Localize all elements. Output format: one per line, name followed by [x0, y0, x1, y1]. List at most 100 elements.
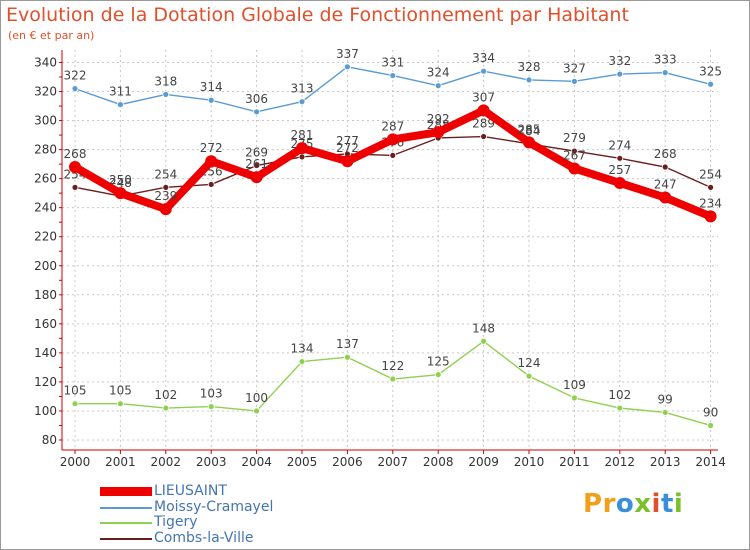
- data-point-tigery: [389, 375, 397, 383]
- logo-letter: i: [673, 489, 684, 519]
- data-point-tigery: [571, 394, 578, 402]
- data-point-moissy-cramayel: [707, 80, 714, 88]
- data-label-moissy-cramayel: 318: [154, 74, 177, 88]
- data-point-moissy-cramayel: [480, 67, 488, 75]
- data-label-combs-la-ville: 279: [563, 131, 586, 145]
- x-tick-label: 2004: [241, 455, 272, 469]
- data-point-combs-la-ville: [389, 152, 397, 159]
- y-tick-label: 260: [34, 172, 57, 186]
- x-tick-label: 2003: [196, 455, 227, 469]
- data-label-lieusaint: 285: [518, 122, 541, 136]
- legend-label: Combs-la-Ville: [154, 529, 254, 546]
- data-label-combs-la-ville: 269: [245, 146, 268, 160]
- data-label-moissy-cramayel: 327: [563, 61, 586, 75]
- data-point-moissy-cramayel: [343, 63, 351, 71]
- chart-subtitle: (en € et par an): [8, 29, 95, 42]
- data-point-combs-la-ville: [661, 163, 669, 171]
- data-point-tigery: [525, 372, 533, 380]
- y-tick-label: 300: [34, 114, 57, 128]
- y-tick-label: 340: [34, 55, 57, 69]
- data-label-lieusaint: 307: [472, 90, 495, 104]
- data-point-lieusaint: [659, 191, 672, 204]
- data-point-lieusaint: [250, 171, 263, 184]
- data-label-moissy-cramayel: 337: [336, 47, 359, 61]
- data-point-moissy-cramayel: [571, 77, 578, 85]
- data-label-combs-la-ville: 268: [654, 147, 677, 161]
- data-point-tigery: [480, 337, 488, 345]
- y-tick-label: 160: [34, 317, 57, 331]
- data-label-lieusaint: 257: [608, 163, 631, 177]
- logo-letter: x: [634, 489, 652, 519]
- data-label-tigery: 137: [336, 337, 359, 351]
- data-label-moissy-cramayel: 313: [291, 82, 314, 96]
- data-point-tigery: [434, 371, 442, 379]
- plot-area: [62, 50, 718, 450]
- data-label-lieusaint: 250: [109, 173, 132, 187]
- y-tick-label: 240: [34, 201, 57, 215]
- y-tick-label: 280: [34, 143, 57, 157]
- y-tick-label: 200: [34, 259, 57, 273]
- data-point-moissy-cramayel: [661, 69, 669, 77]
- data-point-combs-la-ville: [707, 183, 714, 191]
- legend-swatch: [100, 487, 152, 496]
- data-point-moissy-cramayel: [616, 70, 624, 78]
- data-point-tigery: [71, 400, 79, 408]
- data-point-combs-la-ville: [71, 183, 79, 191]
- x-tick-label: 2005: [287, 455, 318, 469]
- data-label-tigery: 102: [154, 388, 177, 402]
- data-label-combs-la-ville: 254: [699, 167, 722, 181]
- y-tick-label: 100: [34, 404, 57, 418]
- data-label-combs-la-ville: 289: [472, 117, 495, 131]
- data-point-combs-la-ville: [298, 153, 306, 161]
- data-point-lieusaint: [205, 155, 218, 168]
- x-tick-label: 2008: [423, 455, 454, 469]
- x-tick-label: 2012: [605, 455, 636, 469]
- data-point-tigery: [162, 404, 170, 412]
- data-label-moissy-cramayel: 331: [381, 56, 404, 70]
- data-point-tigery: [616, 404, 624, 412]
- data-point-lieusaint: [704, 210, 717, 223]
- data-point-combs-la-ville: [480, 133, 488, 140]
- data-label-lieusaint: 247: [654, 178, 677, 192]
- logo-letter: o: [615, 489, 635, 519]
- legend-label: Tigery: [154, 514, 198, 530]
- data-label-lieusaint: 267: [563, 148, 586, 162]
- logo-letter: i: [651, 489, 661, 519]
- legend-swatch: [100, 506, 152, 509]
- data-label-moissy-cramayel: 334: [472, 51, 495, 65]
- data-label-tigery: 134: [291, 342, 314, 356]
- x-tick-label: 2013: [650, 455, 681, 469]
- data-label-combs-la-ville: 254: [154, 167, 177, 181]
- data-point-lieusaint: [341, 155, 354, 168]
- data-point-moissy-cramayel: [117, 101, 124, 108]
- data-label-moissy-cramayel: 332: [608, 54, 631, 68]
- data-point-moissy-cramayel: [298, 98, 306, 106]
- chart-title: Evolution de la Dotation Globale de Fonc…: [6, 4, 629, 26]
- data-label-tigery: 90: [703, 405, 718, 419]
- data-label-tigery: 125: [427, 355, 450, 369]
- data-point-combs-la-ville: [207, 181, 215, 188]
- data-point-combs-la-ville: [253, 162, 261, 169]
- data-label-lieusaint: 234: [699, 196, 722, 210]
- data-label-lieusaint: 261: [245, 157, 268, 171]
- x-tick-label: 2011: [559, 455, 590, 469]
- x-tick-label: 2010: [514, 455, 545, 469]
- data-label-tigery: 102: [608, 388, 631, 402]
- data-point-lieusaint: [386, 133, 399, 146]
- logo-letter: r: [602, 489, 616, 519]
- data-point-lieusaint: [159, 203, 172, 216]
- x-tick-label: 2014: [695, 455, 726, 469]
- data-label-tigery: 148: [472, 321, 495, 335]
- data-point-combs-la-ville: [571, 147, 578, 155]
- y-tick-label: 80: [42, 433, 57, 447]
- data-label-tigery: 100: [245, 391, 268, 405]
- logo-letter: P: [583, 489, 603, 519]
- data-point-tigery: [117, 400, 124, 408]
- data-point-lieusaint: [69, 161, 81, 174]
- x-tick-label: 2007: [378, 455, 409, 469]
- data-label-tigery: 103: [200, 387, 223, 401]
- data-point-lieusaint: [568, 162, 581, 175]
- logo-letter: t: [660, 489, 674, 519]
- data-label-lieusaint: 272: [336, 141, 359, 155]
